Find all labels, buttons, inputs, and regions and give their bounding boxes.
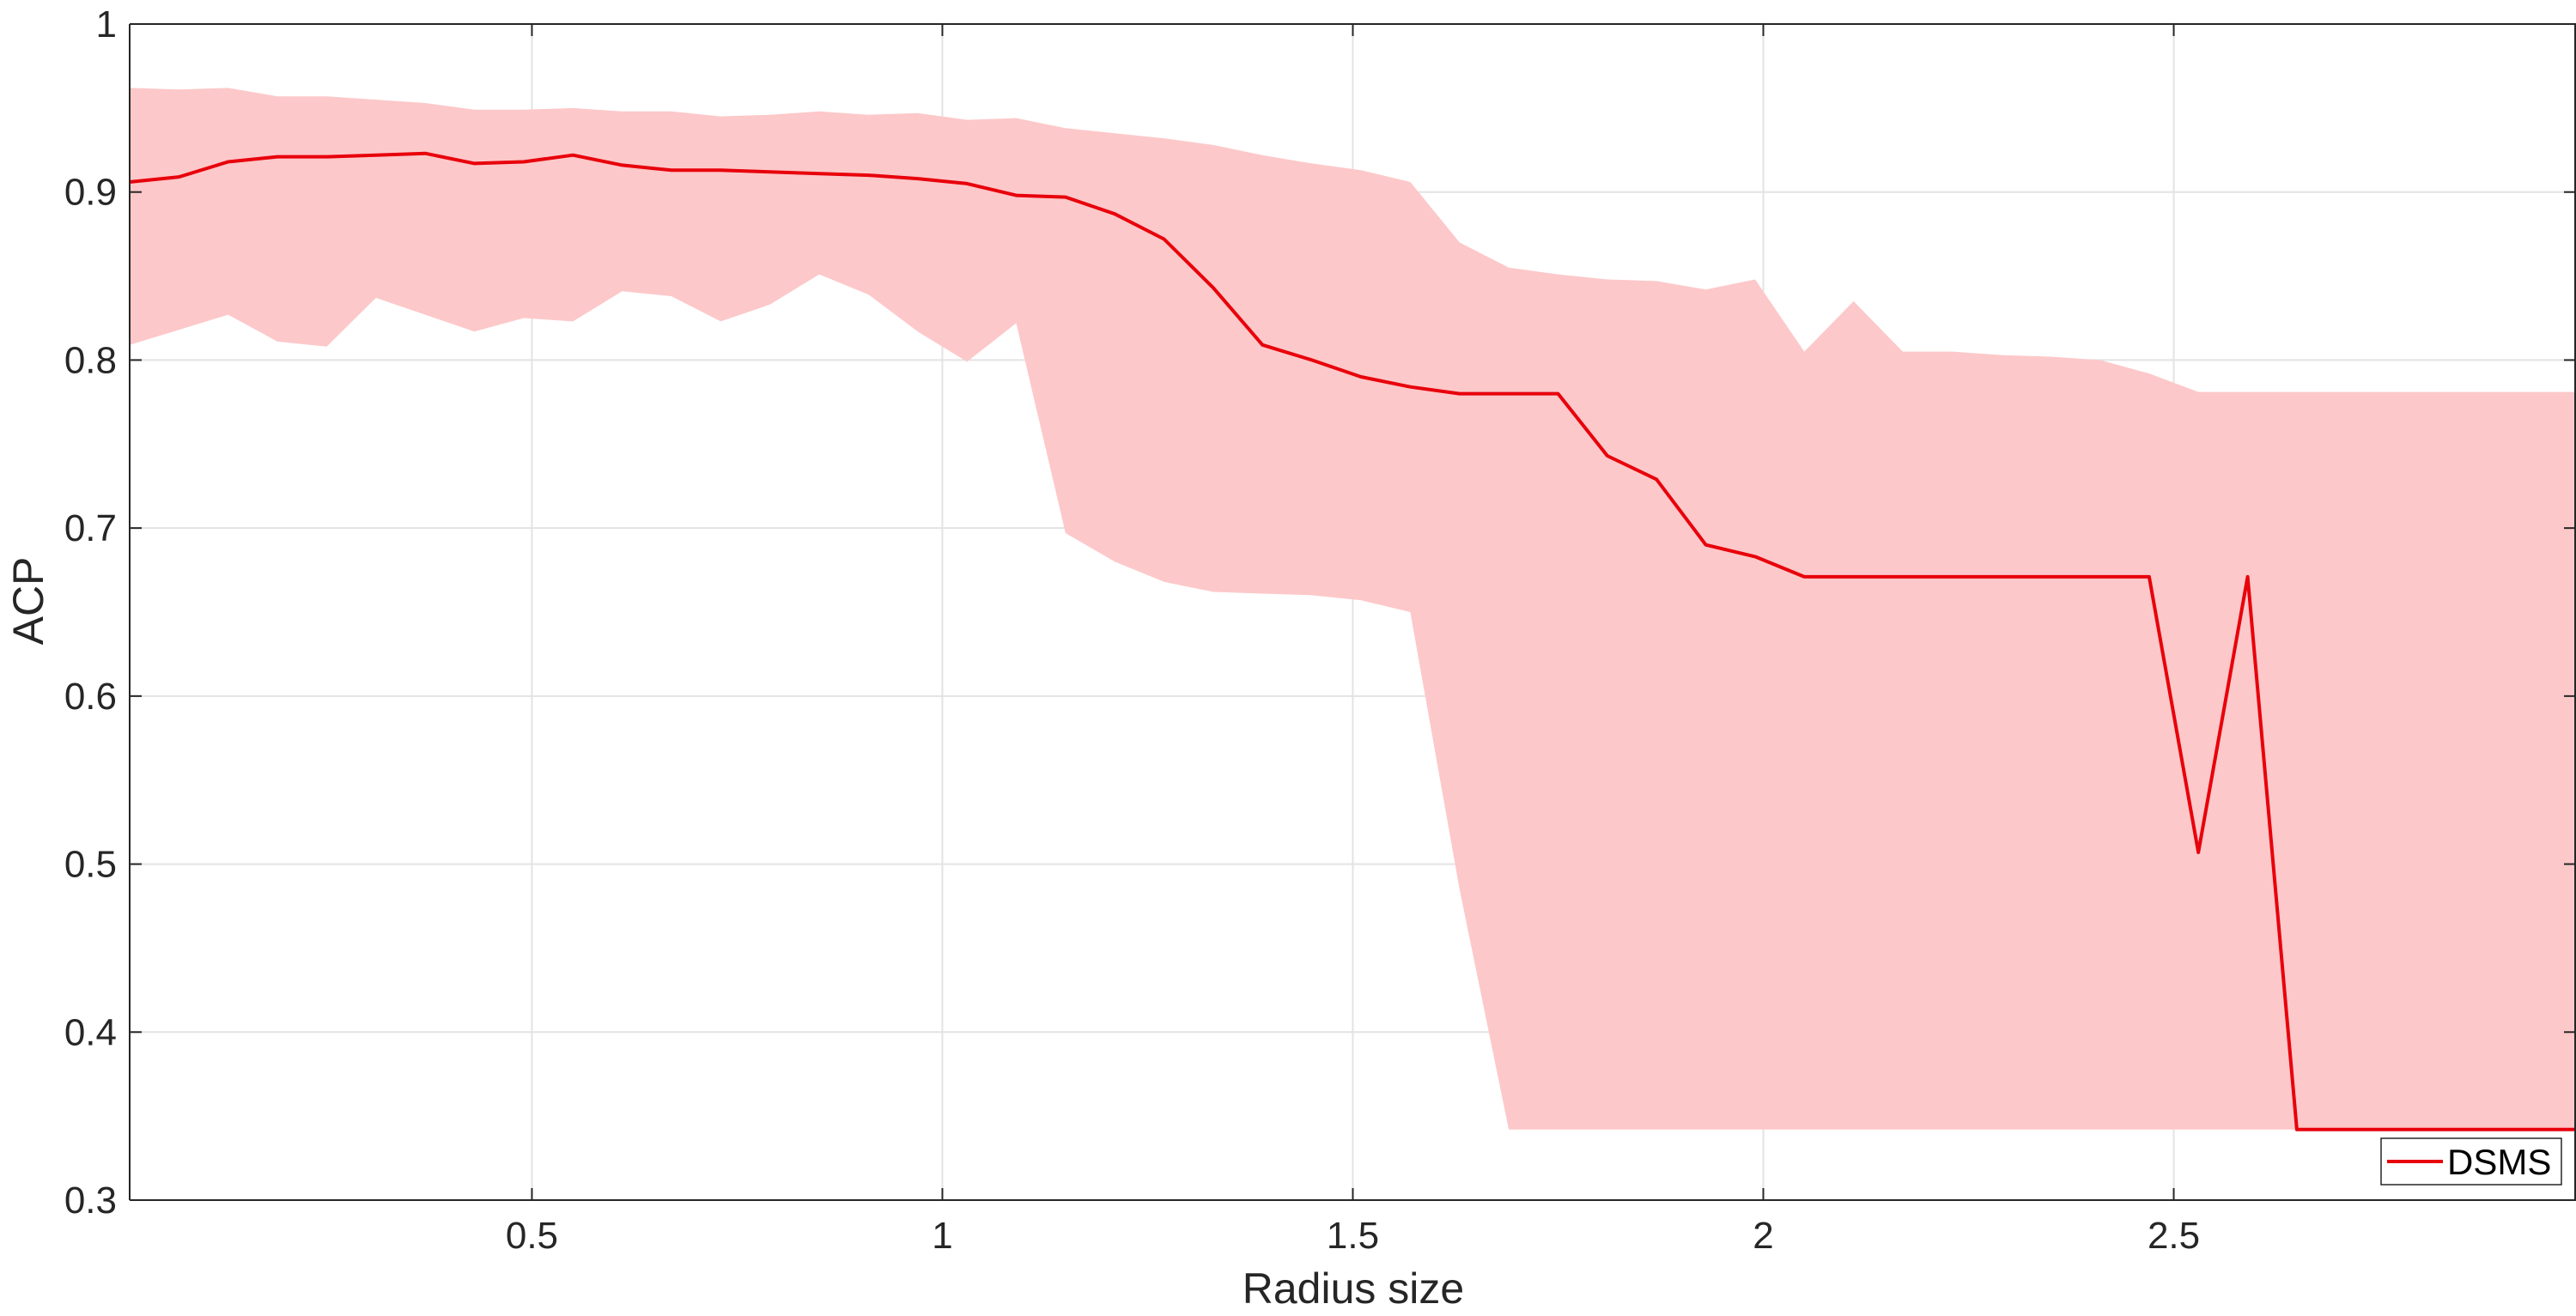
y-tick-label-3: 0.6 [64,676,117,718]
tick-label-layer: 0.5 1 1.5 2 2.5 0.3 0.4 0.5 0.6 0.7 0.8 0.9 1 [64,3,2200,1257]
y-tick-label-1: 0.4 [64,1011,117,1053]
y-tick-label-4: 0.7 [64,507,117,549]
confidence-band-dsms [130,88,2576,1130]
y-tick-label-6: 0.9 [64,172,117,214]
x-tick-label-1: 1 [932,1215,952,1257]
legend: DSMS [2380,1137,2562,1186]
x-tick-label-0: 0.5 [506,1215,558,1257]
y-tick-label-0: 0.3 [64,1180,117,1222]
series-line-dsms [129,151,2576,1131]
legend-label-dsms: DSMS [2447,1142,2551,1182]
y-axis-title: ACP [4,557,52,646]
confidence-band-layer [130,88,2576,1130]
y-tick-label-5: 0.8 [64,339,117,381]
x-tick-label-2: 1.5 [1327,1215,1379,1257]
series-line-layer [129,151,2576,1131]
x-axis-title: Radius size [1242,1264,1464,1313]
y-tick-label-7: 1 [96,3,117,45]
x-tick-label-4: 2.5 [2148,1215,2200,1257]
y-tick-label-2: 0.5 [64,844,117,886]
x-tick-label-3: 2 [1753,1215,1773,1257]
tick-layer [130,23,2576,1201]
